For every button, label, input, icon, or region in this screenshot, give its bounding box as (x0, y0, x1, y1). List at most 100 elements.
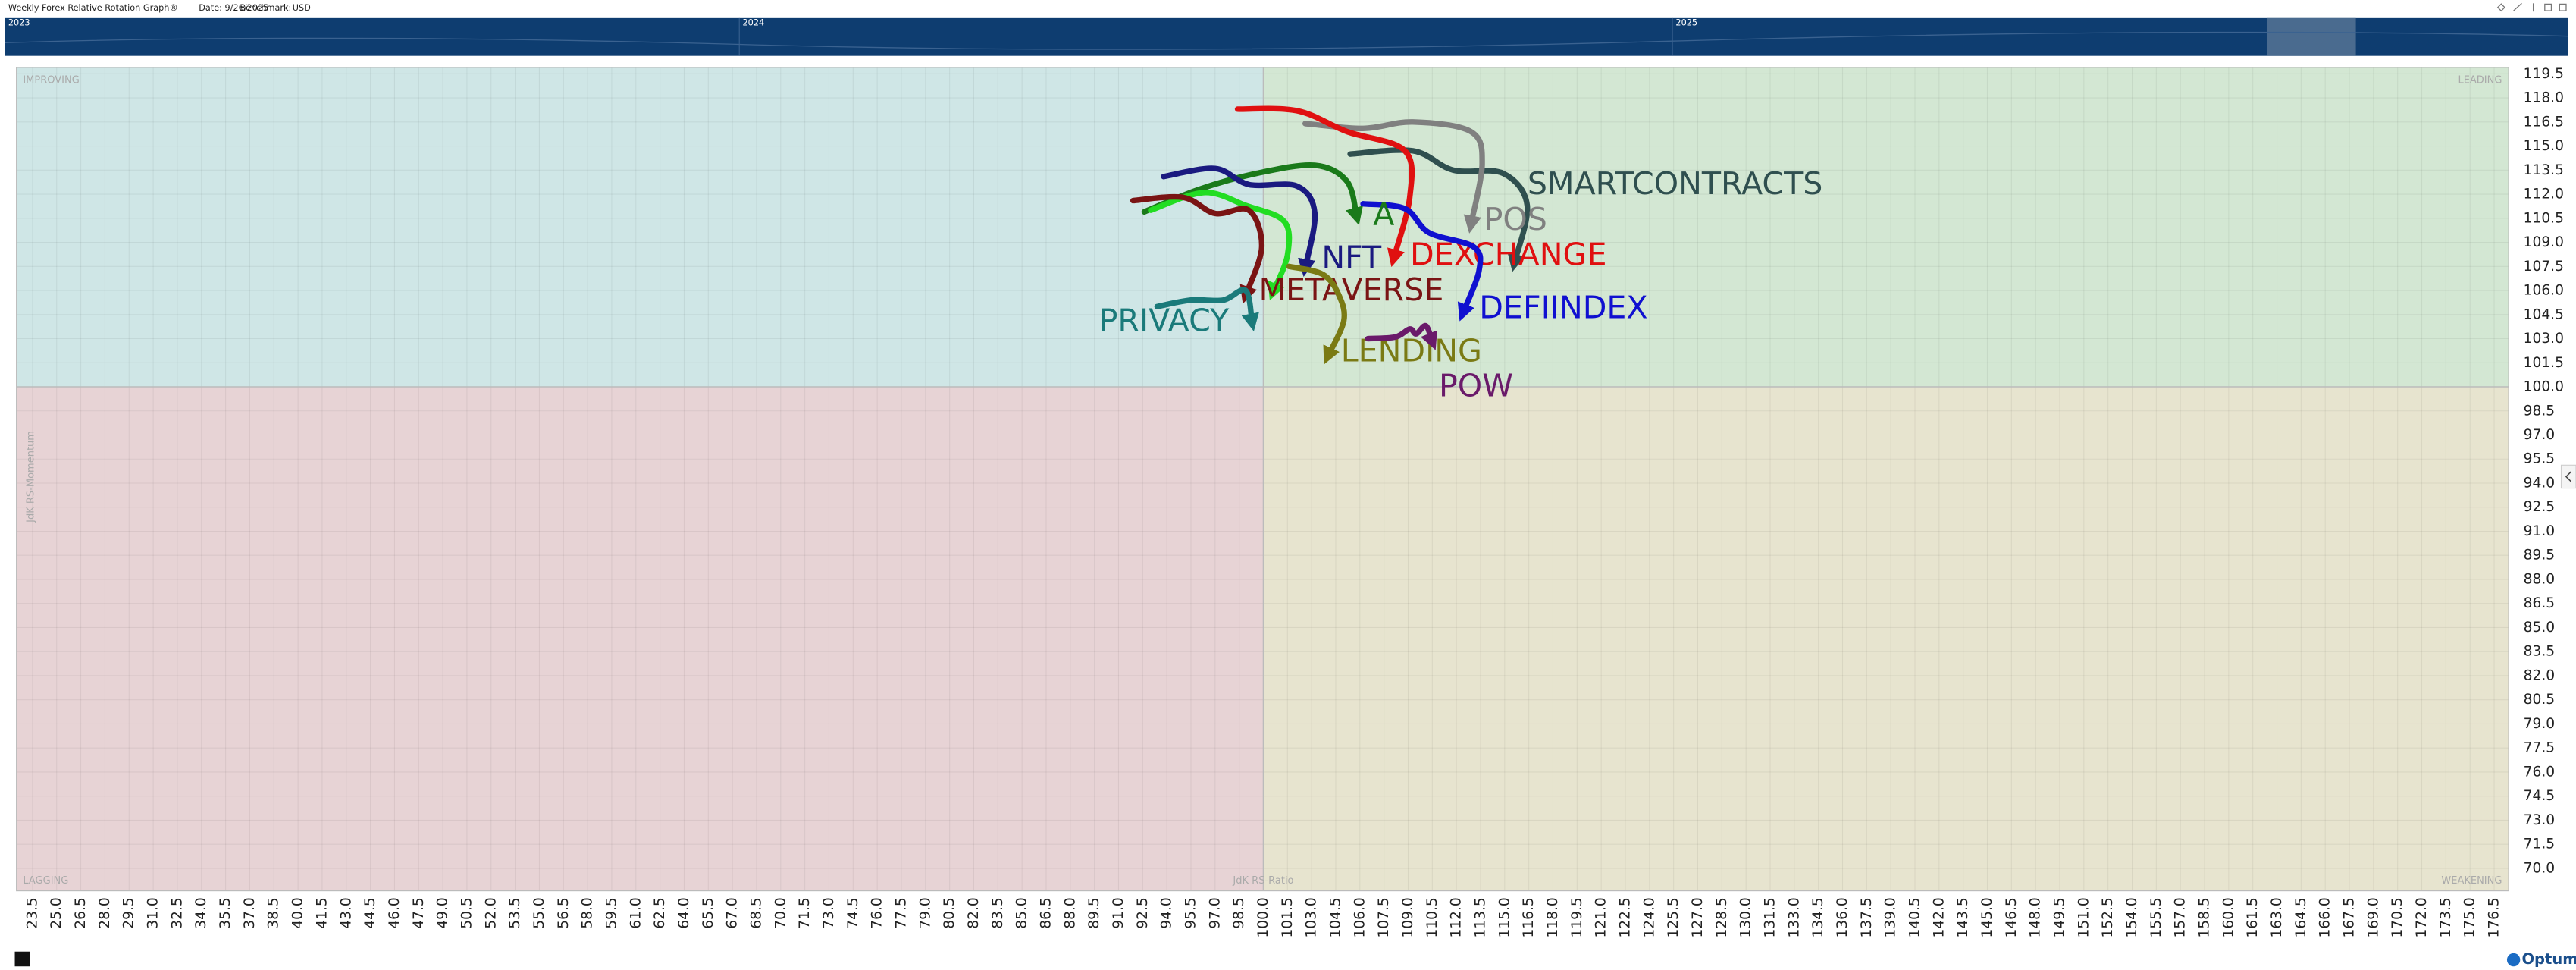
x-tick-label: 110.5 (1424, 897, 1440, 937)
x-tick-label: 155.5 (2148, 897, 2164, 937)
x-tick-label: 169.0 (2365, 897, 2381, 937)
x-tick-label: 137.5 (1859, 897, 1875, 937)
x-tick-label: 136.0 (1835, 897, 1851, 937)
x-tick-label: 23.5 (24, 897, 40, 928)
series-label: DEXCHANGE (1410, 237, 1606, 273)
year-label: 2023 (8, 17, 30, 27)
rotation-tail (1130, 193, 1265, 304)
x-tick-label: 131.5 (1762, 897, 1778, 937)
x-tick-label: 166.0 (2317, 897, 2333, 937)
rotation-tail (1154, 287, 1259, 331)
y-tick-label: 70.0 (2524, 860, 2555, 876)
x-tick-label: 100.0 (1255, 897, 1271, 937)
title: Weekly Forex Relative Rotation Graph® (8, 3, 178, 13)
benchmark: USD (293, 3, 311, 13)
x-tick-label: 109.0 (1400, 897, 1416, 937)
rotation-tail (1141, 162, 1363, 226)
x-tick-label: 44.5 (362, 897, 378, 928)
quadrant-label: LEADING (2458, 75, 2502, 86)
y-tick-label: 91.0 (2524, 523, 2555, 539)
x-tick-label: 176.5 (2487, 897, 2502, 937)
x-tick-label: 119.5 (1569, 897, 1585, 937)
rotation-tail (1302, 119, 1485, 234)
y-tick-label: 92.5 (2524, 499, 2555, 515)
x-tick-label: 86.5 (1038, 897, 1054, 928)
icon[interactable] (2496, 3, 2505, 12)
y-tick-label: 74.5 (2524, 788, 2555, 804)
x-tick-label: 65.5 (700, 897, 716, 928)
x-tick-label: 124.0 (1641, 897, 1657, 937)
y-tick-label: 113.5 (2524, 162, 2564, 178)
x-tick-label: 167.5 (2342, 897, 2358, 937)
collapse-icon (2565, 471, 2572, 482)
y-tick-label: 118.0 (2524, 90, 2564, 106)
x-tick-label: 74.5 (845, 897, 861, 928)
x-tick-label: 113.5 (1472, 897, 1488, 937)
quadrant-label: LAGGING (23, 875, 68, 887)
x-tick-label: 122.5 (1617, 897, 1633, 937)
x-tick-label: 142.0 (1931, 897, 1947, 937)
menu-button[interactable] (14, 951, 30, 967)
x-tick-label: 76.0 (870, 897, 885, 928)
x-tick-label: 127.0 (1690, 897, 1706, 937)
x-tick-label: 146.5 (2004, 897, 2020, 937)
x-tick-label: 34.0 (193, 897, 209, 928)
x-tick-label: 107.5 (1376, 897, 1392, 937)
icon[interactable] (2544, 3, 2552, 11)
timeline-window[interactable] (2267, 17, 2356, 56)
x-tick-label: 80.5 (942, 897, 957, 928)
quadrant (16, 67, 1264, 388)
series-label: SMARTCONTRACTS (1528, 165, 1823, 202)
x-tick-label: 56.5 (556, 897, 572, 928)
timeline[interactable] (5, 17, 2568, 56)
x-tick-label: 98.5 (1231, 897, 1247, 928)
series-label: A (1373, 196, 1394, 233)
x-tick-label: 97.0 (1207, 897, 1223, 928)
y-tick-label: 101.5 (2524, 355, 2564, 371)
x-tick-label: 67.0 (725, 897, 741, 928)
x-tick-label: 62.5 (652, 897, 668, 928)
x-tick-label: 115.0 (1496, 897, 1512, 937)
x-tick-label: 29.5 (121, 897, 137, 928)
timeline-trace (5, 31, 2568, 50)
x-tick-label: 28.0 (97, 897, 113, 928)
y-tick-label: 106.0 (2524, 283, 2564, 299)
x-tick-label: 170.5 (2390, 897, 2405, 937)
series-label: POS (1484, 201, 1547, 237)
x-tick-label: 148.0 (2028, 897, 2044, 937)
x-tick-label: 82.0 (966, 897, 982, 928)
icon[interactable] (2513, 2, 2522, 11)
x-tick-label: 68.5 (748, 897, 764, 928)
icon[interactable] (2559, 3, 2567, 11)
x-tick-label: 172.0 (2414, 897, 2430, 937)
x-tick-label: 91.0 (1111, 897, 1127, 928)
x-tick-label: 31.0 (146, 897, 161, 928)
x-tick-label: 116.5 (1521, 897, 1537, 937)
y-tick-label: 103.0 (2524, 331, 2564, 347)
y-tick-label: 85.0 (2524, 620, 2555, 636)
x-tick-label: 58.0 (580, 897, 596, 928)
collapse-button[interactable] (2560, 464, 2576, 489)
rotation-tail (1234, 105, 1415, 268)
x-tick-label: 160.0 (2220, 897, 2236, 937)
x-tick-label: 103.0 (1304, 897, 1320, 937)
y-tick-label: 88.0 (2524, 571, 2555, 587)
x-tick-label: 157.0 (2173, 897, 2189, 937)
x-tick-label: 112.0 (1449, 897, 1465, 937)
x-tick-label: 52.0 (483, 897, 499, 928)
x-tick-label: 38.5 (266, 897, 282, 928)
x-tick-label: 95.5 (1183, 897, 1199, 928)
quadrant-label: IMPROVING (23, 75, 79, 86)
x-tick-label: 164.5 (2293, 897, 2309, 937)
x-tick-label: 175.0 (2462, 897, 2478, 937)
series-label: POW (1439, 367, 1513, 403)
y-tick-label: 119.5 (2524, 66, 2564, 82)
y-tick-label: 115.0 (2524, 138, 2564, 154)
y-tick-label: 86.5 (2524, 595, 2555, 611)
logo: Optuma (2521, 950, 2576, 968)
series-label: METAVERSE (1258, 272, 1443, 308)
y-axis-label: JdK RS-Momentum (26, 431, 37, 523)
x-tick-label: 59.5 (603, 897, 619, 928)
quadrant-label: WEAKENING (2441, 875, 2502, 887)
